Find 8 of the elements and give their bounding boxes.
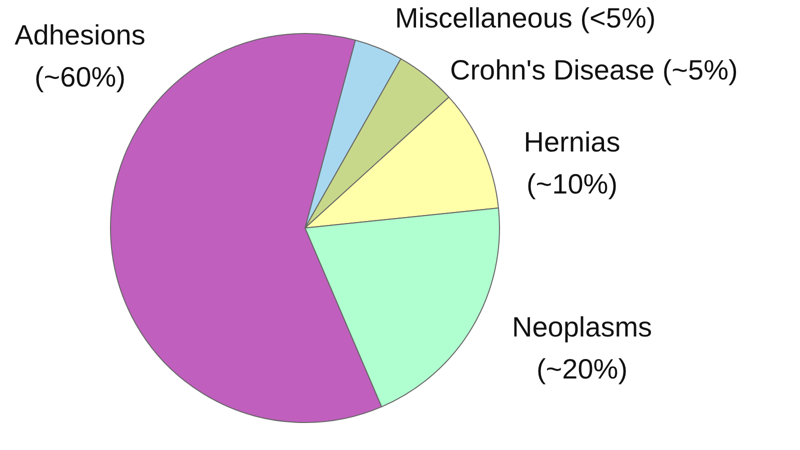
slice-label: Hernias — [524, 126, 620, 158]
slice-label: Miscellaneous (<5%) — [395, 2, 656, 34]
data-label: (~20%) — [536, 354, 628, 385]
data-label: (~10%) — [526, 168, 618, 200]
slice-label: Neoplasms — [512, 312, 652, 343]
data-label: (~60%) — [34, 62, 126, 93]
slice-label: Crohn's Disease (~5%) — [450, 54, 738, 86]
slice-label: Adhesions — [14, 20, 146, 51]
